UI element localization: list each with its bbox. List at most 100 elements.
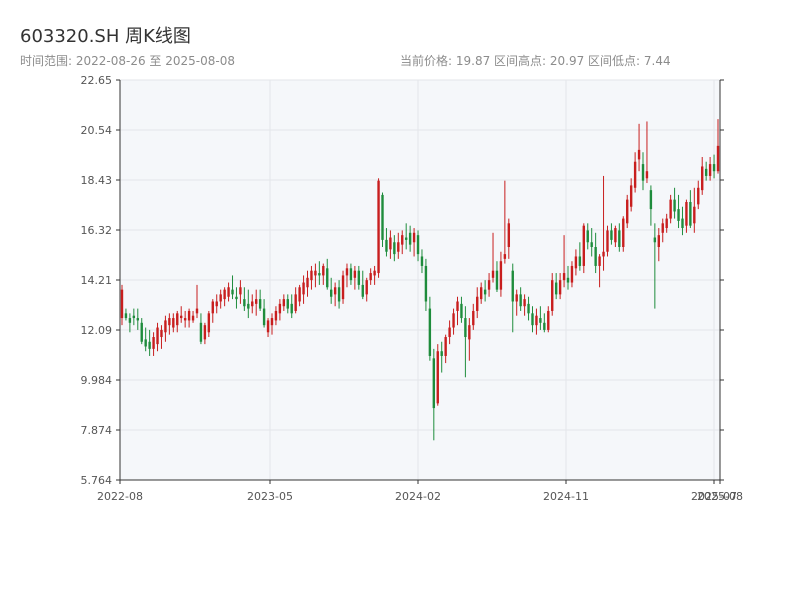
candle-body (365, 280, 368, 295)
candle-body (298, 287, 301, 302)
candle (333, 282, 337, 307)
candle (373, 265, 376, 285)
candles (120, 119, 720, 441)
candle (180, 306, 183, 323)
candle-body (527, 303, 530, 314)
candle (397, 232, 400, 259)
candle-body (322, 265, 325, 276)
candle-body (586, 230, 589, 243)
candle (365, 277, 368, 302)
candle (223, 287, 226, 307)
candle-body (227, 287, 230, 297)
candle (590, 228, 593, 257)
candle-body (207, 313, 211, 333)
candle (294, 287, 297, 314)
candle (476, 287, 479, 319)
candle (464, 306, 467, 378)
candle-body (543, 322, 546, 330)
candle (586, 223, 589, 250)
candle (369, 268, 372, 285)
candle (314, 263, 317, 288)
candle (203, 322, 207, 345)
candle (420, 249, 424, 274)
candle (278, 299, 282, 321)
candle-body (274, 310, 278, 321)
candle (302, 275, 305, 304)
candle-body (389, 237, 392, 250)
candle-body (472, 310, 475, 326)
x-tick-label: 2022-08 (97, 490, 143, 503)
candle-body (128, 318, 132, 323)
candle-body (483, 289, 487, 295)
candle-body (156, 327, 159, 345)
candle (322, 263, 325, 285)
y-tick-label: 20.54 (81, 124, 113, 137)
candle-body (460, 303, 463, 319)
candle-body (349, 268, 353, 281)
candle-body (377, 180, 380, 274)
y-tick-label: 9.984 (81, 374, 113, 387)
candle (547, 306, 550, 333)
candle-body (712, 164, 716, 172)
candle-body (487, 280, 491, 290)
candle (551, 273, 554, 316)
candle (622, 216, 625, 252)
candle (357, 265, 361, 290)
candle-body (511, 270, 514, 302)
candle-body (187, 310, 191, 321)
candle (618, 223, 621, 252)
candle (708, 156, 712, 181)
candle-body (633, 161, 637, 188)
candle-body (404, 237, 408, 240)
candle-body (286, 299, 289, 309)
candle (653, 223, 657, 309)
candle (247, 289, 250, 319)
candle-body (716, 145, 720, 172)
candle (629, 178, 633, 212)
candle-body (318, 273, 321, 276)
candle (306, 270, 309, 297)
candle (160, 325, 163, 349)
candle-body (183, 318, 187, 321)
candle-body (195, 308, 199, 314)
candle (432, 348, 436, 441)
candle-body (653, 237, 657, 243)
candle-body (215, 301, 218, 307)
candle-body (468, 325, 471, 340)
candle (697, 180, 700, 210)
candle-body (669, 199, 672, 219)
candle-body (665, 218, 668, 229)
candle-body (345, 268, 349, 276)
candle-body (254, 299, 258, 304)
candle (152, 332, 155, 356)
candle (574, 249, 578, 276)
candle (598, 254, 601, 288)
candle (685, 199, 688, 233)
candle (215, 294, 218, 314)
candle-body (464, 318, 467, 338)
candle (693, 187, 696, 233)
candle-body (649, 190, 653, 210)
candle (657, 228, 660, 262)
candle-body (199, 322, 203, 342)
candle (665, 213, 668, 233)
candle (535, 308, 538, 335)
candle (649, 185, 653, 226)
candle-body (452, 313, 455, 328)
candle-body (160, 329, 163, 338)
candle (310, 265, 313, 290)
candle (199, 313, 203, 345)
candle (408, 225, 412, 252)
candle (270, 313, 274, 335)
candle (641, 152, 645, 191)
candle-body (554, 282, 558, 295)
date-range-label: 时间范围: 2022-08-26 至 2025-08-08 (20, 54, 235, 68)
candle (689, 190, 692, 229)
candle-body (243, 299, 246, 307)
candle (231, 275, 234, 300)
candle (479, 282, 483, 304)
candle-body (373, 270, 376, 276)
candle (168, 313, 171, 335)
candle-body (594, 247, 597, 266)
